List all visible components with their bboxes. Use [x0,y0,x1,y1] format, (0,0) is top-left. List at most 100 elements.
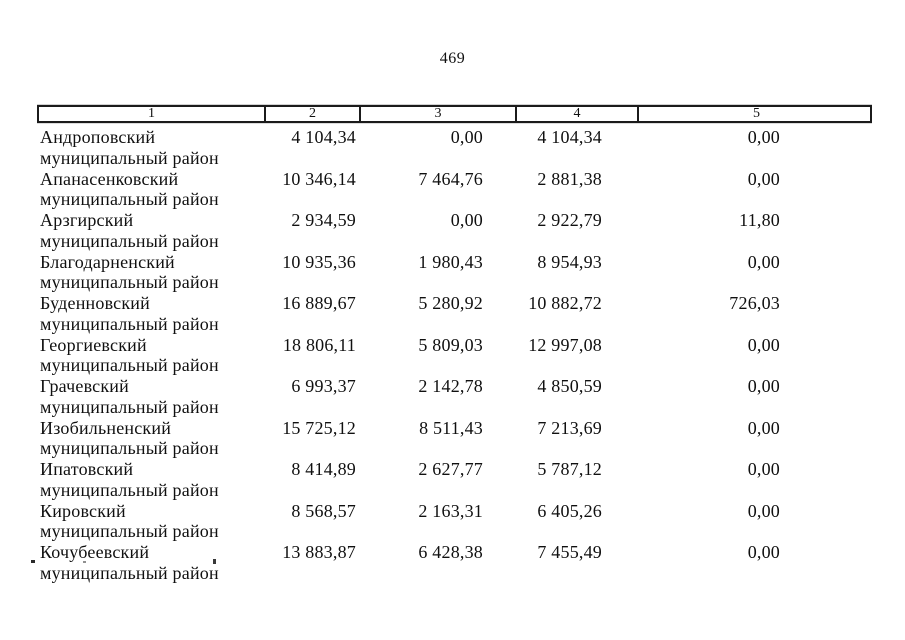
value-col4: 8 954,93 [537,251,602,272]
district-type: муниципальный район [40,313,219,334]
district-name: Кировский [40,500,126,521]
district-name-cell: Апанасенковский муниципальный район [37,169,262,211]
value-col2: 10 346,14 [282,168,356,189]
value-col5: 0,00 [747,459,780,479]
district-name-cell: Благодарненский муниципальный район [37,252,262,294]
value-col5: 0,00 [747,542,780,562]
scan-artifact [213,559,216,564]
scan-artifact [83,561,86,563]
district-name: Арзгирский [40,210,134,230]
value-col5: 11,80 [739,210,780,230]
district-name: Апанасенковский [40,168,179,189]
value-col3: 7 464,76 [418,168,483,189]
value-col4: 7 213,69 [537,417,602,438]
district-type: муниципальный район [40,479,219,500]
district-name: Андроповский [40,127,156,147]
district-name-cell: Буденновский муниципальный район [37,293,262,335]
district-type: муниципальный район [40,355,219,376]
value-col2: 15 725,12 [282,417,356,438]
table-row: Буденновский муниципальный район 16 889,… [37,293,872,335]
column-header-4: 4 [515,107,637,121]
scan-artifact [31,560,35,563]
value-col5: 0,00 [747,500,780,521]
value-col4: 2 922,79 [537,210,602,230]
district-type: муниципальный район [40,230,219,251]
value-col5: 0,00 [747,334,780,355]
table-row: Георгиевский муниципальный район 18 806,… [37,335,872,377]
district-name: Благодарненский [40,251,175,272]
value-col5: 0,00 [747,376,780,396]
table-row: Андроповский муниципальный район 4 104,3… [37,127,872,169]
district-name-cell: Ипатовский муниципальный район [37,459,262,501]
table-row: Кочубеевский муниципальный район 13 883,… [37,542,872,584]
district-name: Георгиевский [40,334,147,355]
table-row: Кировский муниципальный район 8 568,57 2… [37,501,872,543]
value-col4: 10 882,72 [528,293,602,313]
value-col3: 2 163,31 [418,500,483,521]
table-body: Андроповский муниципальный район 4 104,3… [37,127,872,584]
district-name-cell: Изобильненский муниципальный район [37,418,262,460]
district-type: муниципальный район [40,272,219,293]
district-name-cell: Арзгирский муниципальный район [37,210,262,252]
district-type: муниципальный район [40,521,219,542]
value-col4: 4 850,59 [537,376,602,396]
value-col2: 16 889,67 [282,293,356,313]
column-header-2: 2 [264,107,359,121]
value-col2: 13 883,87 [282,542,356,562]
value-col4: 7 455,49 [537,542,602,562]
value-col3: 8 511,43 [419,417,483,438]
value-col4: 12 997,08 [528,334,602,355]
district-name-cell: Георгиевский муниципальный район [37,335,262,377]
value-col2: 8 414,89 [291,459,356,479]
value-col3: 2 627,77 [418,459,483,479]
value-col5: 0,00 [747,168,780,189]
district-name-cell: Грачевский муниципальный район [37,376,262,418]
value-col2: 2 934,59 [291,210,356,230]
value-col2: 10 935,36 [282,251,356,272]
value-col3: 6 428,38 [418,542,483,562]
value-col5: 726,03 [729,293,780,313]
table-header-row: 1 2 3 4 5 [37,105,872,123]
value-col5: 0,00 [747,251,780,272]
table-row: Грачевский муниципальный район 6 993,37 … [37,376,872,418]
value-col3: 2 142,78 [418,376,483,396]
value-col4: 6 405,26 [537,500,602,521]
district-type: муниципальный район [40,562,219,583]
table-row: Апанасенковский муниципальный район 10 3… [37,169,872,211]
value-col4: 2 881,38 [537,168,602,189]
value-col3: 1 980,43 [418,251,483,272]
district-name: Буденновский [40,293,150,313]
district-type: муниципальный район [40,396,219,417]
value-col4: 4 104,34 [537,127,602,147]
district-name: Ипатовский [40,459,134,479]
data-table: 1 2 3 4 5 Андроповский муниципальный рай… [37,105,872,584]
value-col4: 5 787,12 [537,459,602,479]
value-col2: 18 806,11 [282,334,356,355]
district-type: муниципальный район [40,189,219,210]
value-col3: 5 280,92 [418,293,483,313]
district-name-cell: Кочубеевский муниципальный район [37,542,262,584]
column-header-1: 1 [148,106,155,121]
column-header-5: 5 [637,107,874,121]
table-row: Изобильненский муниципальный район 15 72… [37,418,872,460]
district-type: муниципальный район [40,438,219,459]
value-col2: 4 104,34 [291,127,356,147]
district-name: Грачевский [40,376,129,396]
page-number: 469 [439,50,466,67]
value-col3: 0,00 [450,127,483,147]
value-col5: 0,00 [747,127,780,147]
district-name-cell: Кировский муниципальный район [37,501,262,543]
district-type: муниципальный район [40,147,219,168]
value-col2: 8 568,57 [291,500,356,521]
value-col2: 6 993,37 [291,376,356,396]
value-col3: 5 809,03 [418,334,483,355]
table-row: Ипатовский муниципальный район 8 414,89 … [37,459,872,501]
district-name-cell: Андроповский муниципальный район [37,127,262,169]
column-header-3: 3 [359,107,515,121]
district-name: Кочубеевский [40,542,150,562]
district-name: Изобильненский [40,417,172,438]
table-row: Благодарненский муниципальный район 10 9… [37,252,872,294]
table-row: Арзгирский муниципальный район 2 934,59 … [37,210,872,252]
value-col5: 0,00 [747,417,780,438]
